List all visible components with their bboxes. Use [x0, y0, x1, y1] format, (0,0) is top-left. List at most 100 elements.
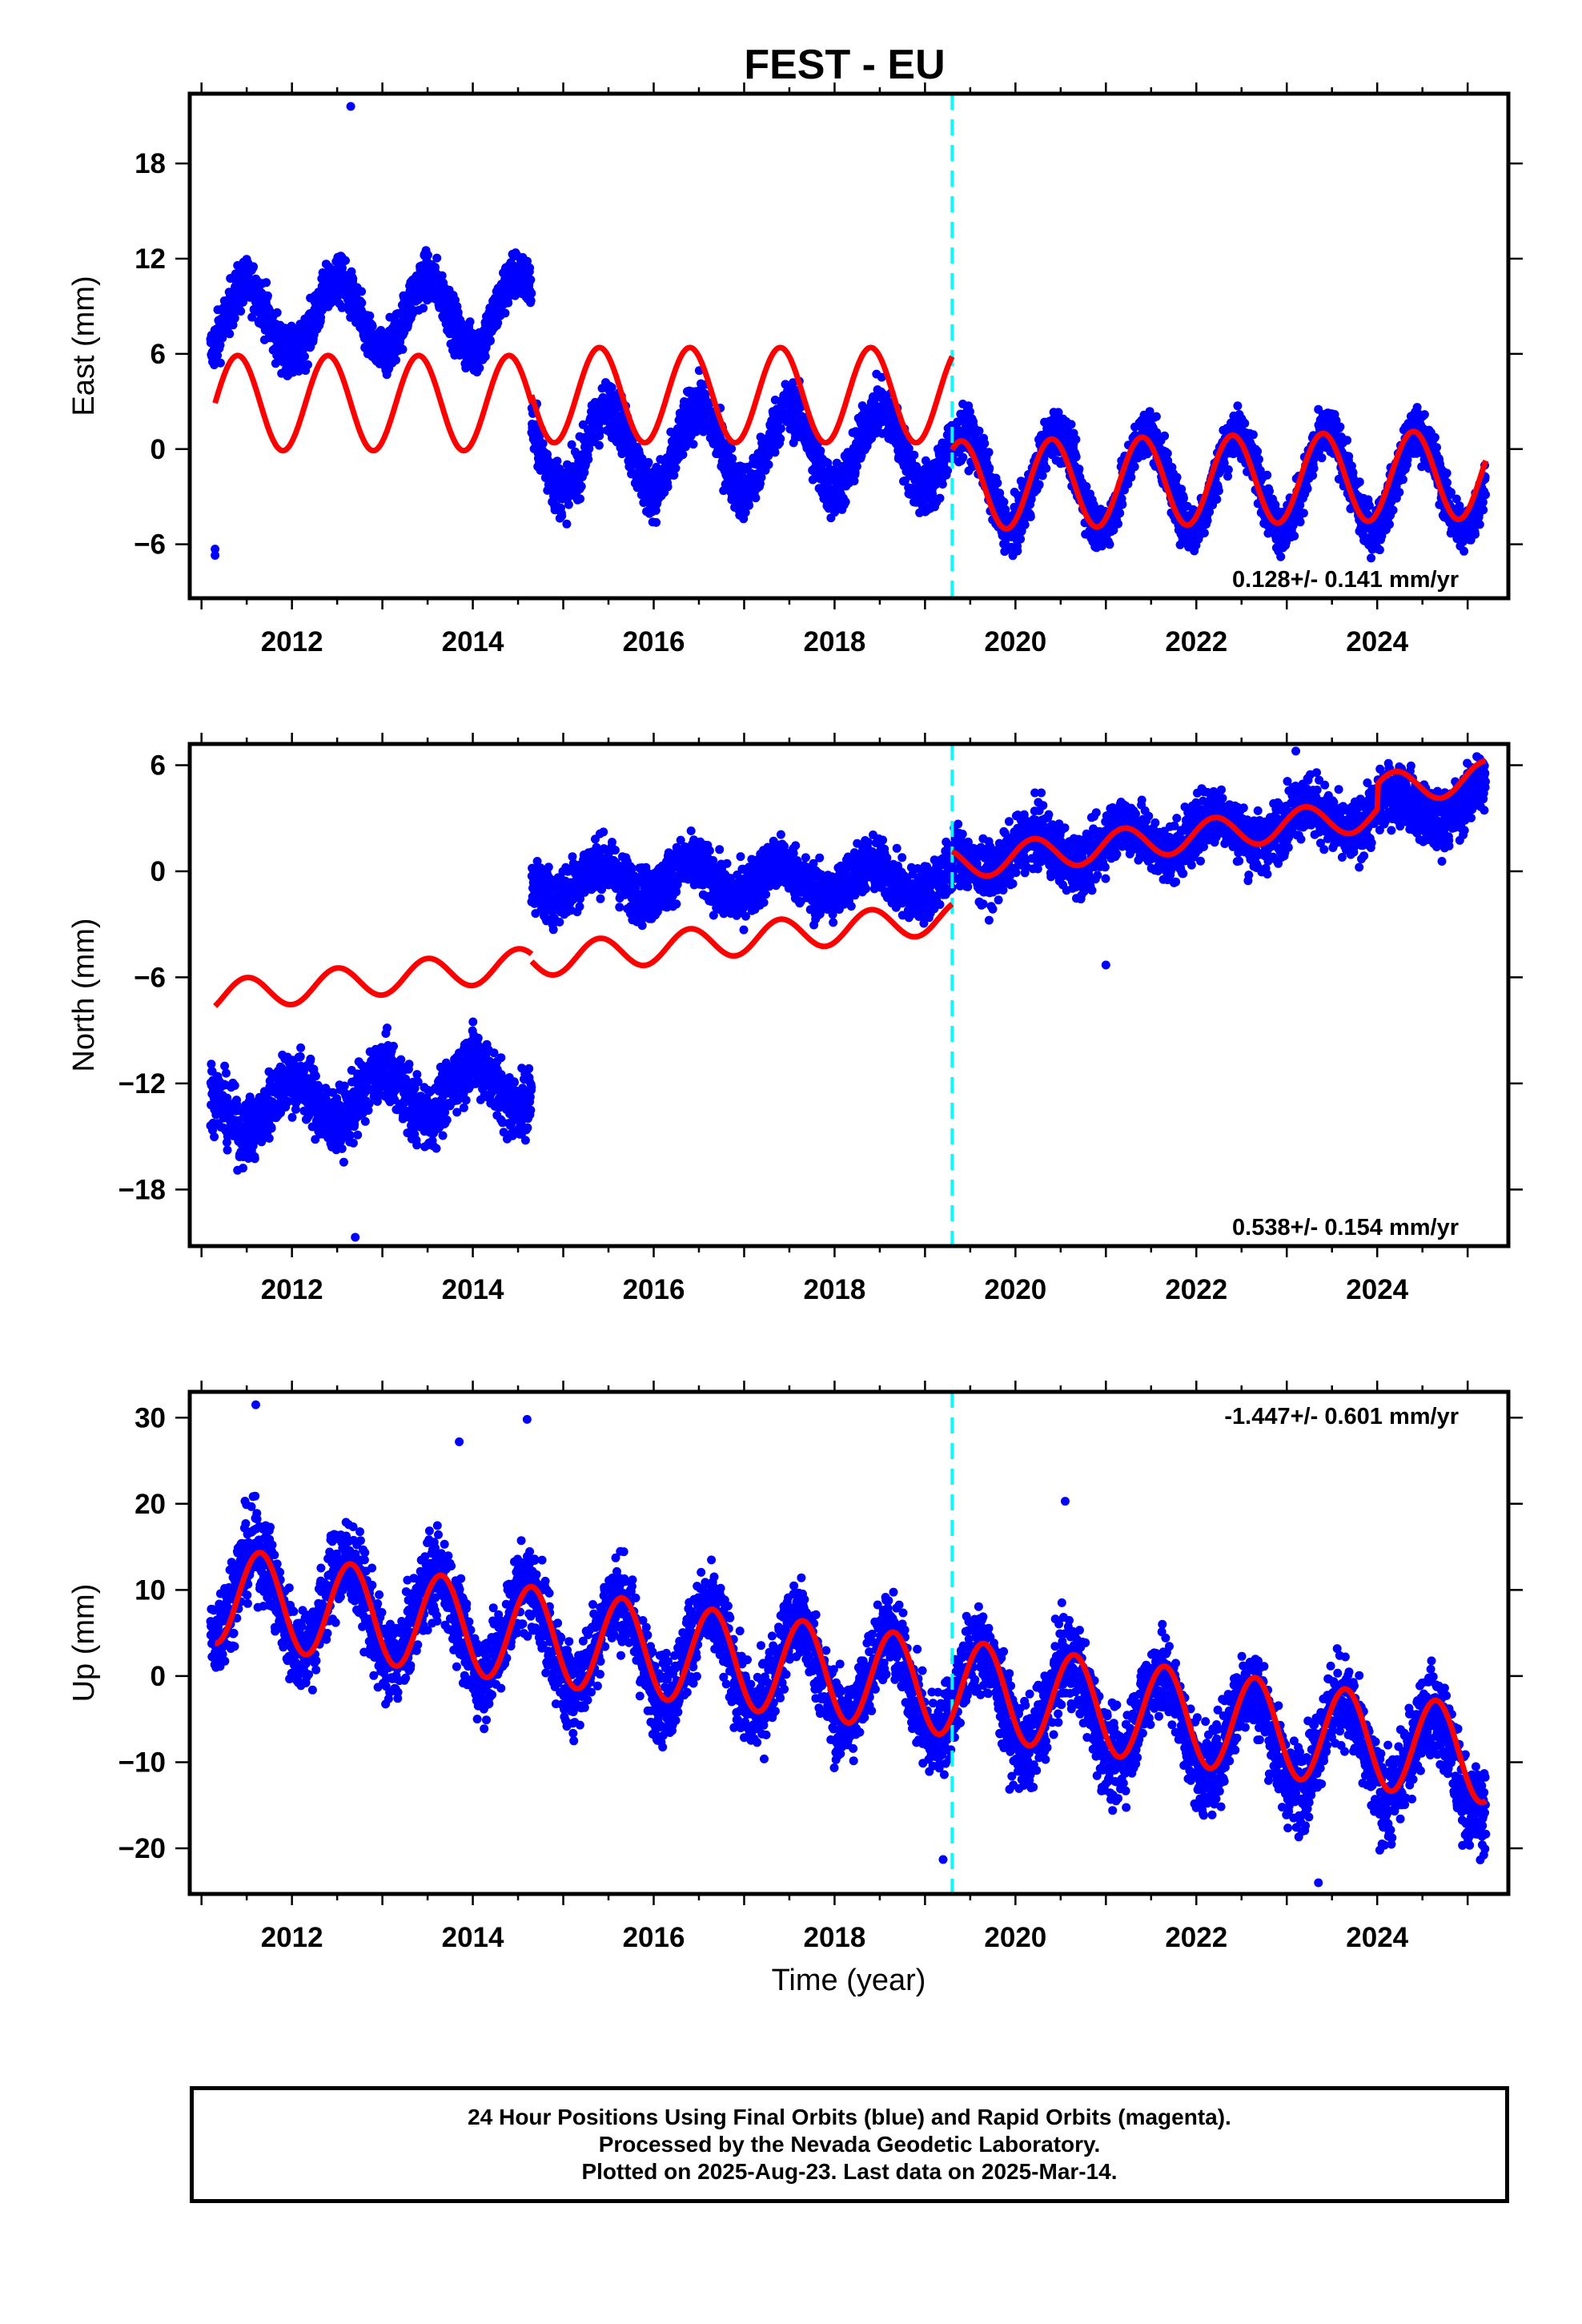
observation-point	[1233, 401, 1243, 411]
observation-point	[764, 460, 773, 469]
observation-point	[985, 463, 994, 472]
observation-point	[1172, 472, 1182, 482]
observation-point	[504, 298, 513, 308]
observation-point	[689, 440, 698, 449]
observation-point	[230, 313, 239, 323]
observation-point	[228, 320, 238, 330]
observation-point	[486, 336, 495, 346]
observation-point	[1071, 435, 1081, 444]
observation-point	[1115, 509, 1125, 518]
observation-point	[480, 352, 490, 361]
observation-point	[935, 493, 945, 503]
observation-point	[1388, 505, 1398, 515]
observation-point	[652, 517, 661, 527]
observation-point	[465, 317, 475, 327]
observation-point	[576, 494, 585, 504]
observation-point	[651, 505, 661, 515]
observation-point	[437, 271, 447, 280]
observation-point	[1199, 529, 1209, 537]
observation-point	[974, 426, 984, 436]
observation-point	[1126, 472, 1136, 482]
observation-point	[215, 358, 225, 368]
observation-point	[1114, 519, 1122, 529]
observation-point	[453, 308, 463, 317]
observation-point	[1248, 430, 1258, 440]
observation-point	[1399, 475, 1407, 485]
observation-point	[567, 440, 576, 449]
observation-point	[1255, 455, 1263, 464]
observation-point	[365, 311, 375, 320]
observation-point	[557, 511, 567, 521]
observation-point	[525, 263, 535, 272]
observation-point	[218, 333, 227, 343]
observation-point	[225, 329, 235, 339]
observation-point	[562, 519, 572, 529]
observation-point	[728, 454, 737, 464]
observation-point	[1066, 420, 1076, 429]
observation-point	[1290, 531, 1299, 541]
observation-point	[348, 274, 358, 283]
observation-point	[584, 444, 594, 453]
observation-point	[1042, 464, 1051, 473]
observation-point	[213, 351, 223, 360]
observation-point	[1212, 495, 1222, 504]
observation-point	[594, 440, 604, 450]
observation-point	[300, 352, 309, 361]
observation-point	[527, 288, 536, 298]
observation-point	[1130, 462, 1139, 472]
observation-point	[1151, 412, 1161, 421]
observation-point	[1034, 480, 1044, 489]
observation-point	[841, 497, 850, 507]
observation-point	[644, 457, 653, 467]
observation-point	[1430, 432, 1439, 442]
observation-point	[1020, 520, 1030, 529]
observation-point	[980, 439, 990, 448]
observation-point	[500, 308, 510, 318]
observation-point	[671, 464, 681, 473]
observation-point	[776, 434, 785, 444]
observation-point	[669, 471, 679, 480]
observation-point	[249, 262, 258, 271]
observation-point	[303, 360, 312, 369]
observation-point	[1223, 465, 1233, 474]
observation-point	[1295, 517, 1305, 527]
observation-point	[1203, 516, 1212, 525]
observation-point	[1160, 431, 1170, 440]
observation-point	[357, 298, 367, 308]
observation-point	[576, 481, 586, 491]
observation-point	[1343, 436, 1352, 445]
observation-point	[1214, 486, 1223, 496]
observation-point	[1105, 540, 1114, 549]
observation-point	[938, 480, 947, 489]
observation-point	[493, 318, 503, 328]
observation-point	[1013, 546, 1022, 556]
observation-point	[1303, 484, 1312, 493]
figure-title: FEST - EU	[744, 42, 945, 88]
observation-point	[1074, 464, 1084, 474]
observation-point	[770, 396, 780, 404]
observation-point	[432, 253, 442, 263]
observation-point	[1309, 464, 1319, 473]
observation-point	[1265, 486, 1274, 496]
observation-point	[367, 321, 377, 331]
observation-point	[596, 426, 605, 436]
observation-point	[424, 251, 432, 259]
observation-point	[262, 278, 271, 287]
observation-point	[215, 340, 225, 350]
observation-point	[745, 501, 753, 510]
observation-point	[357, 287, 367, 296]
observation-point	[1344, 452, 1354, 461]
observation-point	[1276, 552, 1286, 561]
observation-point	[1317, 453, 1327, 463]
observation-point	[1335, 422, 1345, 432]
observation-point	[263, 291, 272, 300]
observation-point	[552, 456, 562, 466]
observation-point	[1442, 468, 1452, 478]
observation-point	[1240, 419, 1250, 428]
observation-point	[776, 424, 785, 433]
observation-point	[316, 312, 326, 322]
observation-point	[538, 439, 548, 448]
observation-point	[272, 308, 282, 317]
observation-point	[341, 255, 350, 265]
